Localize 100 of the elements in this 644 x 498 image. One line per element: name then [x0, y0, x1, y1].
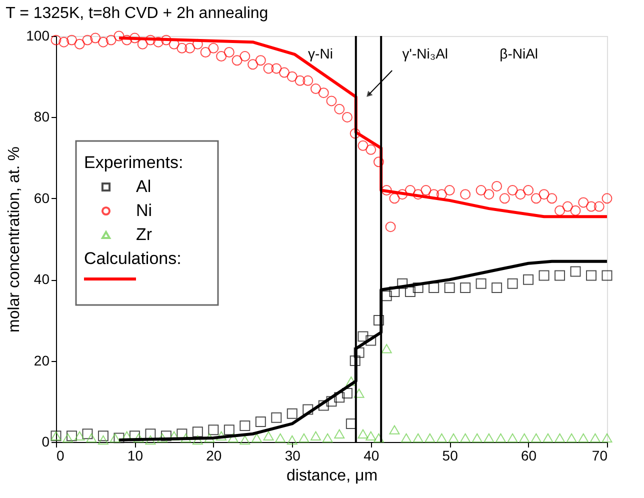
y-tick-label: 0 [42, 434, 50, 450]
point [424, 433, 436, 443]
point [484, 433, 494, 443]
point [602, 270, 612, 281]
point [82, 428, 93, 440]
point [216, 431, 227, 441]
point [298, 433, 310, 443]
point [397, 278, 408, 289]
point [404, 286, 416, 298]
y-tick-label: 80 [34, 108, 50, 125]
point [460, 433, 471, 443]
point [346, 376, 356, 386]
y-axis-title: molar concentration, at. % [6, 146, 24, 332]
point [302, 404, 314, 415]
point [350, 356, 360, 366]
point [554, 433, 566, 443]
point [180, 433, 192, 443]
point [602, 433, 612, 443]
point [86, 433, 97, 443]
point [570, 266, 581, 277]
point [240, 420, 250, 432]
point [318, 400, 329, 411]
point [346, 418, 356, 429]
point [114, 432, 124, 444]
point [310, 431, 321, 441]
point [145, 428, 156, 440]
chart-title: T = 1325K, t=8h CVD + 2h annealing [6, 5, 268, 22]
point [286, 408, 298, 419]
point [519, 433, 530, 443]
point [554, 270, 566, 281]
point [224, 424, 234, 436]
x-axis-title: distance, μm [286, 468, 378, 484]
point [389, 425, 400, 434]
point [263, 431, 274, 441]
point [381, 290, 392, 302]
point [145, 435, 156, 445]
point [428, 282, 440, 293]
point [62, 433, 74, 443]
point [204, 433, 215, 443]
point [255, 416, 266, 427]
x-tick-label: 40 [364, 448, 380, 464]
point [381, 344, 392, 354]
point [192, 426, 203, 438]
point [354, 388, 364, 398]
point [495, 433, 506, 443]
point [251, 433, 262, 443]
point [373, 314, 384, 326]
point [322, 433, 333, 443]
annotation: γ-Ni [308, 45, 333, 62]
point [366, 431, 376, 441]
point [566, 433, 577, 443]
point [326, 396, 337, 407]
y-tick-label: 40 [34, 271, 50, 288]
x-tick-label: 30 [284, 448, 301, 464]
annotation: β-NiAl [500, 45, 538, 62]
point [240, 435, 250, 445]
annotation: Calculations: [84, 249, 182, 268]
y-tick-label: 20 [34, 352, 50, 368]
x-tick-label: 50 [442, 448, 458, 464]
point [208, 424, 219, 436]
point [275, 433, 286, 443]
point [542, 433, 554, 443]
point [157, 433, 168, 443]
point [133, 433, 144, 443]
point [412, 433, 424, 443]
point [228, 433, 238, 443]
point [578, 433, 589, 443]
y-tick-label: 100 [26, 28, 50, 44]
point [476, 278, 486, 289]
point [366, 335, 376, 346]
point [358, 429, 368, 438]
point [192, 435, 203, 445]
point [66, 430, 77, 442]
x-tick-label: 70 [592, 448, 608, 464]
point [523, 274, 534, 285]
point [98, 430, 108, 442]
x-tick-label: 10 [127, 448, 144, 464]
point [590, 433, 600, 443]
point [389, 286, 400, 298]
point [538, 270, 550, 281]
point [586, 270, 596, 281]
point [373, 433, 384, 443]
legend-label: Zr [136, 225, 152, 244]
point [334, 392, 345, 403]
legend-title: Experiments: [84, 153, 184, 172]
x-tick-label: 0 [56, 448, 64, 464]
point [334, 429, 345, 438]
point [444, 282, 455, 293]
x-tick-label: 60 [520, 448, 537, 464]
point [401, 433, 412, 443]
point [448, 433, 459, 443]
point [460, 282, 471, 293]
point [354, 347, 364, 358]
point [74, 431, 85, 441]
point [271, 412, 282, 423]
point [492, 282, 502, 293]
point [507, 278, 518, 289]
point [286, 435, 298, 445]
point [412, 282, 424, 293]
point [472, 433, 482, 443]
